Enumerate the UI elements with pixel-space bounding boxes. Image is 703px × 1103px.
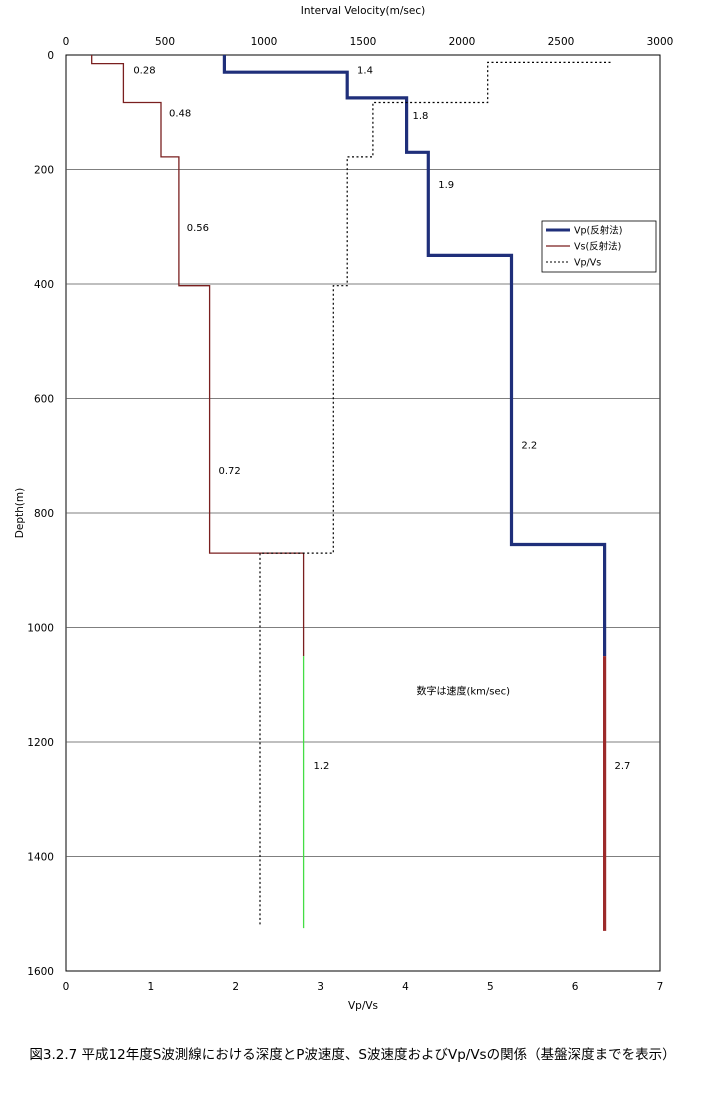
x-bottom-tick-label: 5 [487, 981, 494, 993]
x-top-tick-label: 1000 [251, 36, 278, 48]
y-tick-label: 0 [47, 50, 54, 62]
data-label: 0.48 [169, 108, 191, 119]
y-tick-label: 1400 [27, 852, 54, 864]
legend-label-vpvs: Vp/Vs [574, 258, 601, 269]
series-line-0 [222, 55, 607, 657]
data-label: 0.56 [187, 223, 209, 234]
y-tick-label: 1000 [27, 623, 54, 635]
x-bottom-tick-label: 2 [232, 981, 239, 993]
gridlines [66, 169, 660, 857]
x-bottom-tick-label: 7 [657, 981, 664, 993]
data-label: 1.9 [438, 180, 454, 191]
chart-title-top: Interval Velocity(m/sec) [301, 5, 425, 17]
data-label: 1.4 [357, 65, 373, 76]
data-label: 数字は速度(km/sec) [416, 684, 510, 697]
data-label: 1.2 [314, 761, 330, 772]
x-bottom-tick-label: 4 [402, 981, 409, 993]
legend-label-vs: Vs(反射法) [574, 241, 621, 253]
data-label: 2.2 [521, 440, 537, 451]
data-label: 2.7 [614, 761, 630, 772]
y-tick-label: 800 [34, 508, 54, 520]
x-top-tick-label: 3000 [647, 36, 674, 48]
x-top-tick-label: 2000 [449, 36, 476, 48]
series-line-2 [259, 61, 611, 926]
y-tick-label: 1200 [27, 737, 54, 749]
y-tick-label: 400 [34, 279, 54, 291]
x-bottom-tick-label: 3 [317, 981, 324, 993]
data-label: 1.8 [413, 111, 429, 122]
y-tick-label: 600 [34, 394, 54, 406]
figure-caption: 図3.2.7 平成12年度S波測線における深度とP波速度、S波速度およびVp/V… [29, 1047, 676, 1063]
series-line-1 [91, 55, 305, 657]
data-label: 0.72 [218, 466, 240, 477]
data-label: 0.28 [133, 65, 155, 76]
x-bottom-tick-label: 0 [63, 981, 70, 993]
y-tick-label: 200 [34, 165, 54, 177]
x-top-tick-label: 500 [155, 36, 175, 48]
x-top-tick-label: 1500 [350, 36, 377, 48]
x-bottom-tick-label: 1 [148, 981, 155, 993]
legend-label-vp: Vp(反射法) [574, 225, 622, 237]
series-lines [91, 55, 611, 931]
x-top-tick-label: 0 [63, 36, 70, 48]
x-bottom-tick-label: 6 [572, 981, 579, 993]
x-top-tick-label: 2500 [548, 36, 575, 48]
y-axis-label: Depth(m) [14, 488, 26, 538]
x-axis-label-bottom: Vp/Vs [348, 1000, 378, 1012]
y-tick-label: 1600 [27, 966, 54, 978]
legend: Vp(反射法) Vs(反射法) Vp/Vs [541, 220, 657, 273]
annotations: 0.28 0.48 0.56 0.72 1.4 1.8 1.9 2.2 1.2 2.7 数字は速度(… [133, 65, 630, 772]
